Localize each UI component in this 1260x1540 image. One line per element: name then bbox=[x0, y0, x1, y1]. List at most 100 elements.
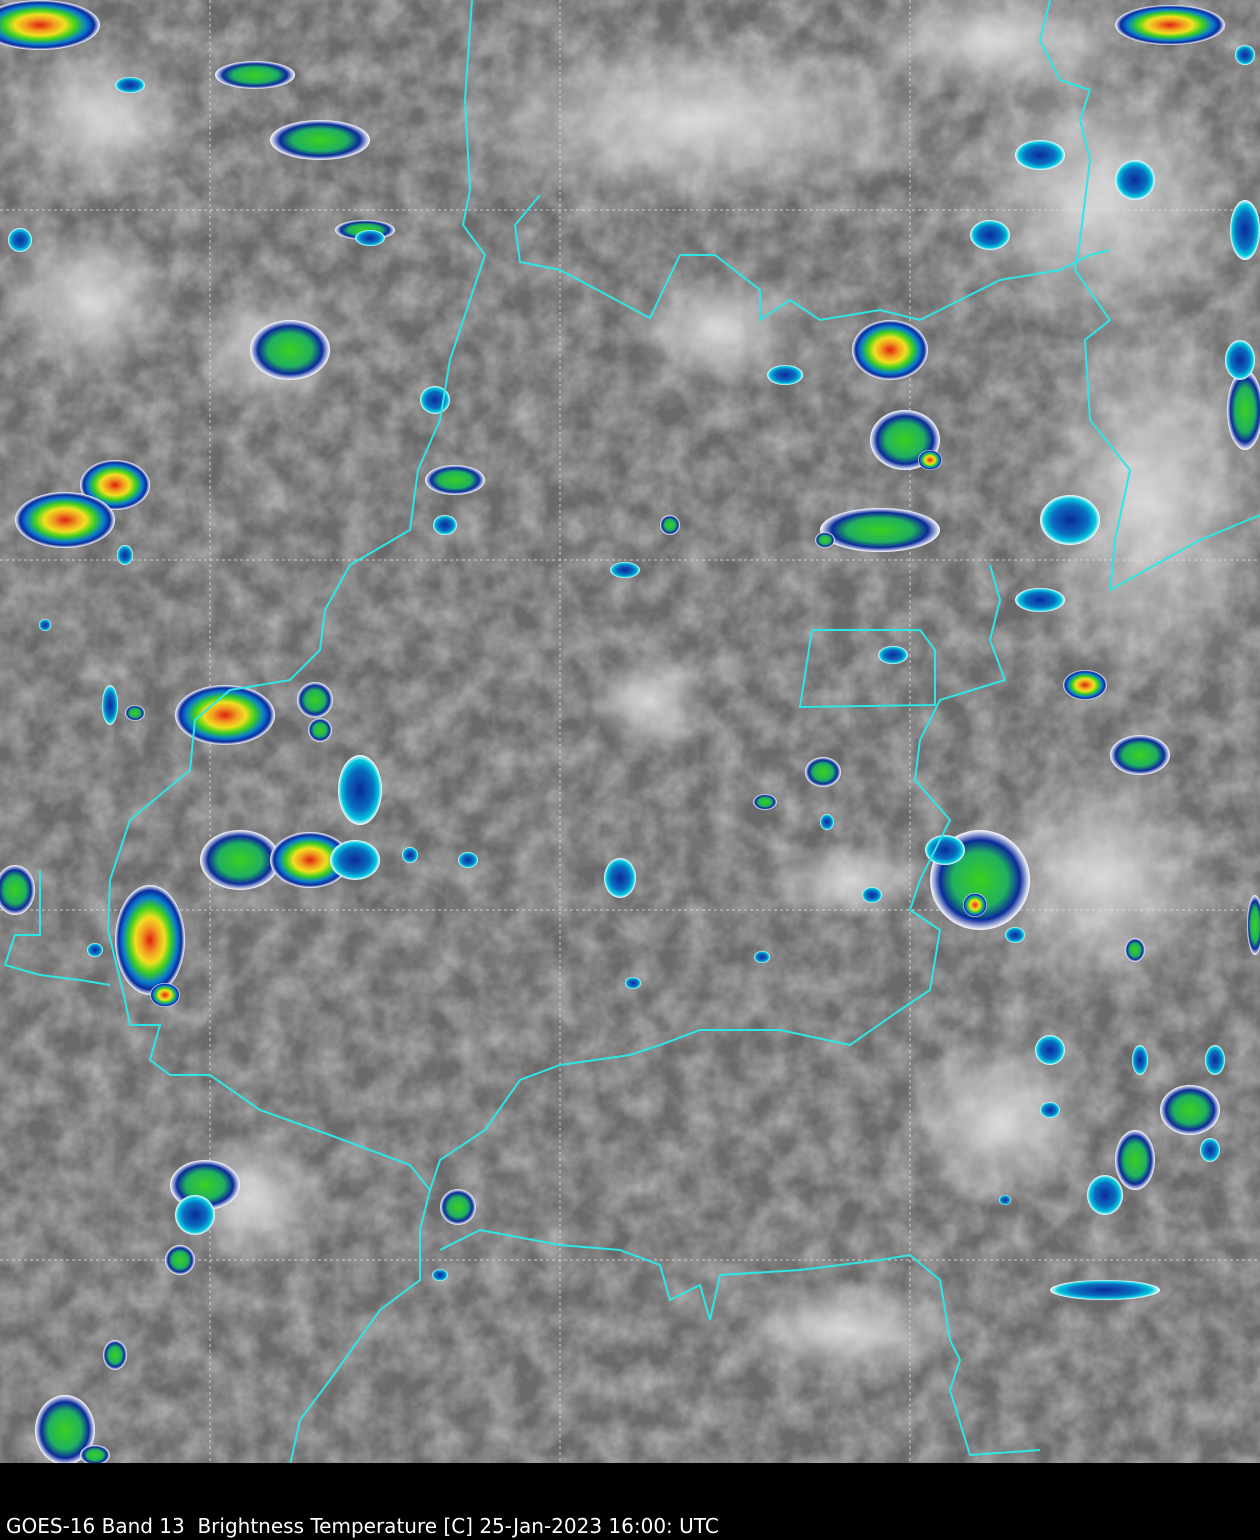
convective-cell bbox=[1005, 927, 1025, 943]
convective-cell bbox=[80, 460, 150, 510]
image-caption: GOES-16 Band 13 Brightness Temperature [… bbox=[6, 1514, 719, 1538]
convective-cell bbox=[1230, 200, 1260, 260]
convective-cell bbox=[150, 983, 180, 1007]
convective-cell bbox=[0, 0, 100, 50]
bright-cloud-area bbox=[850, 0, 1150, 100]
convective-cell bbox=[0, 865, 35, 915]
political-borders bbox=[3, 0, 1260, 1463]
border-line bbox=[798, 629, 936, 709]
border-line bbox=[1038, 0, 1260, 592]
convective-cell bbox=[1035, 1035, 1065, 1065]
brightness-temperature-map bbox=[0, 0, 1260, 1463]
cloud-haze-layer bbox=[0, 0, 1260, 1380]
bright-cloud-area bbox=[1030, 300, 1260, 700]
bright-cloud-area bbox=[950, 60, 1250, 340]
border-line bbox=[429, 564, 1007, 1191]
convective-cell bbox=[767, 365, 803, 385]
convective-cell bbox=[1015, 588, 1065, 612]
convective-cell bbox=[1040, 495, 1100, 545]
convective-cell bbox=[338, 755, 382, 825]
convective-cell bbox=[1040, 1102, 1060, 1118]
convective-cell bbox=[308, 718, 332, 742]
convective-cell bbox=[820, 508, 940, 552]
convective-cell bbox=[433, 515, 457, 535]
convective-cell bbox=[1063, 670, 1107, 700]
border-line bbox=[439, 1228, 1041, 1457]
convective-cell bbox=[1125, 938, 1145, 962]
convective-cell bbox=[1110, 735, 1170, 775]
convective-cell bbox=[102, 685, 118, 725]
convective-cell bbox=[115, 77, 145, 93]
convective-cell bbox=[103, 1340, 127, 1370]
bright-cloud-area bbox=[770, 840, 930, 920]
convective-cell bbox=[970, 220, 1010, 250]
convective-cell bbox=[1087, 1175, 1123, 1215]
convective-cell bbox=[8, 228, 32, 252]
convective-cell bbox=[1205, 1045, 1225, 1075]
convective-cell bbox=[297, 682, 333, 718]
convective-cells bbox=[0, 0, 1260, 1463]
convective-cell bbox=[1050, 1280, 1160, 1300]
convective-cell bbox=[1115, 160, 1155, 200]
convective-cell bbox=[963, 893, 987, 917]
convective-cell bbox=[925, 835, 965, 865]
convective-cell bbox=[165, 1245, 195, 1275]
convective-cell bbox=[432, 1269, 448, 1281]
border-line bbox=[3, 870, 111, 986]
convective-cell bbox=[35, 1395, 95, 1463]
convective-cell bbox=[815, 532, 835, 548]
convective-cell bbox=[175, 685, 275, 745]
bright-cloud-area bbox=[630, 270, 810, 390]
convective-cell bbox=[215, 61, 295, 89]
border-line bbox=[513, 194, 1111, 322]
convective-cell bbox=[175, 1195, 215, 1235]
bright-cloud-area bbox=[0, 40, 200, 200]
convective-cell bbox=[610, 562, 640, 578]
convective-cell bbox=[250, 320, 330, 380]
convective-cell bbox=[753, 794, 777, 810]
convective-cell bbox=[330, 840, 380, 880]
convective-cell bbox=[270, 832, 350, 888]
convective-cell bbox=[999, 1195, 1011, 1205]
convective-cell bbox=[805, 757, 841, 787]
bright-cloud-area bbox=[590, 650, 710, 750]
convective-cell bbox=[1200, 1138, 1220, 1162]
convective-cell bbox=[115, 885, 185, 995]
convective-cell bbox=[1227, 370, 1260, 450]
convective-cell bbox=[852, 320, 928, 380]
bright-cloud-area bbox=[440, 30, 960, 210]
convective-cell bbox=[918, 450, 942, 470]
convective-cell bbox=[820, 814, 834, 830]
convective-cell bbox=[754, 951, 770, 963]
convective-cell bbox=[458, 852, 478, 868]
convective-cell bbox=[1115, 1130, 1155, 1190]
convective-cell bbox=[270, 120, 370, 160]
convective-cell bbox=[1132, 1045, 1148, 1075]
convective-cell bbox=[15, 492, 115, 548]
convective-cell bbox=[440, 1189, 476, 1225]
bright-cloud-area bbox=[730, 1280, 970, 1380]
convective-cell bbox=[39, 619, 51, 631]
bright-cloud-area bbox=[980, 760, 1220, 1000]
convective-cell bbox=[355, 230, 385, 246]
convective-cell bbox=[80, 1445, 110, 1463]
border-line bbox=[106, 0, 487, 1463]
bright-cloud-area bbox=[0, 220, 180, 380]
convective-cell bbox=[862, 887, 882, 903]
convective-cell bbox=[878, 646, 908, 664]
convective-cell bbox=[402, 847, 418, 863]
convective-cell bbox=[660, 515, 680, 535]
bright-cloud-area bbox=[900, 1030, 1100, 1210]
convective-cell bbox=[117, 545, 133, 565]
convective-cell bbox=[425, 465, 485, 495]
convective-cell bbox=[1235, 45, 1255, 65]
convective-cell bbox=[87, 943, 103, 957]
convective-cell bbox=[1115, 5, 1225, 45]
convective-cell bbox=[125, 705, 145, 721]
convective-cell bbox=[1225, 340, 1255, 380]
convective-cell bbox=[1160, 1085, 1220, 1135]
convective-cell bbox=[200, 830, 280, 890]
convective-cell bbox=[1247, 895, 1260, 955]
convective-cell bbox=[1015, 140, 1065, 170]
